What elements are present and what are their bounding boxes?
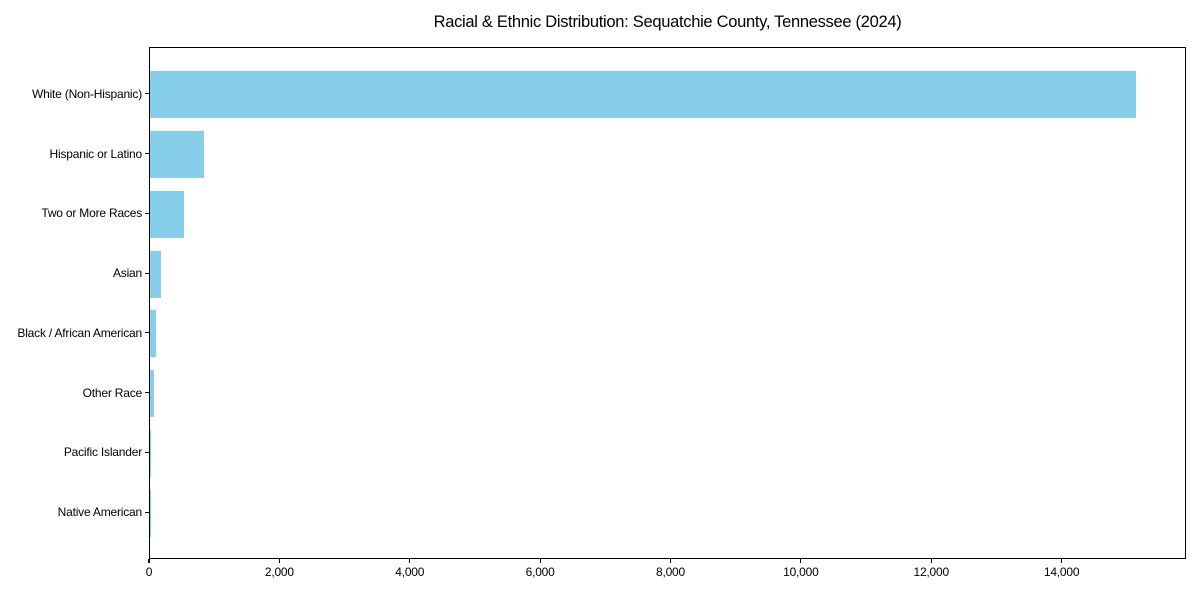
bar-row (150, 483, 1185, 543)
x-tick-mark (800, 559, 802, 563)
x-tick-mark (930, 559, 932, 563)
x-tick-label: 14,000 (1043, 565, 1080, 579)
y-tick-mark (145, 93, 149, 95)
bar-row (150, 364, 1185, 424)
y-tick-label: Native American (57, 505, 143, 520)
y-tick-mark (145, 212, 149, 214)
bar (150, 310, 156, 358)
y-tick-mark (145, 272, 149, 274)
x-tick-mark (148, 559, 150, 563)
y-tick-label: Black / African American (17, 325, 142, 340)
bar (150, 71, 1136, 119)
y-tick-mark (145, 332, 149, 334)
bar (150, 131, 204, 179)
y-tick-label: Pacific Islander (63, 445, 142, 460)
bar (150, 250, 161, 298)
bar-row (150, 185, 1185, 245)
bar-row (150, 65, 1185, 125)
y-tick-mark (145, 451, 149, 453)
bar-row (150, 125, 1185, 185)
x-tick-mark (539, 559, 541, 563)
bar (150, 429, 151, 477)
bar (150, 370, 154, 418)
x-tick-mark (278, 559, 280, 563)
y-tick-label: Other Race (82, 385, 143, 400)
x-tick-mark (669, 559, 672, 563)
y-tick-mark (145, 153, 149, 155)
bar-rows (150, 65, 1185, 543)
plot-area (149, 47, 1186, 559)
x-tick-label: 2,000 (264, 565, 294, 579)
x-tick-mark (409, 559, 411, 563)
y-tick-label: White (Non-Hispanic) (31, 86, 142, 101)
bar-row (150, 304, 1185, 364)
y-tick-label: Asian (112, 266, 142, 281)
bar-row (150, 244, 1185, 304)
y-tick-mark (145, 392, 149, 394)
bar-row (150, 424, 1185, 484)
x-tick-label: 4,000 (395, 565, 425, 579)
x-tick-label: 8,000 (655, 565, 685, 579)
y-tick-label: Hispanic or Latino (49, 146, 143, 161)
y-tick-label: Two or More Races (41, 206, 142, 221)
x-tick-label: 10,000 (783, 565, 819, 579)
x-tick-label: 6,000 (525, 565, 555, 579)
y-tick-mark (145, 511, 149, 513)
x-tick-label: 0 (145, 565, 153, 579)
chart-title: Racial & Ethnic Distribution: Sequatchie… (433, 13, 902, 31)
x-tick-mark (1061, 559, 1063, 563)
x-tick-label: 12,000 (913, 565, 949, 579)
bar (150, 190, 185, 238)
